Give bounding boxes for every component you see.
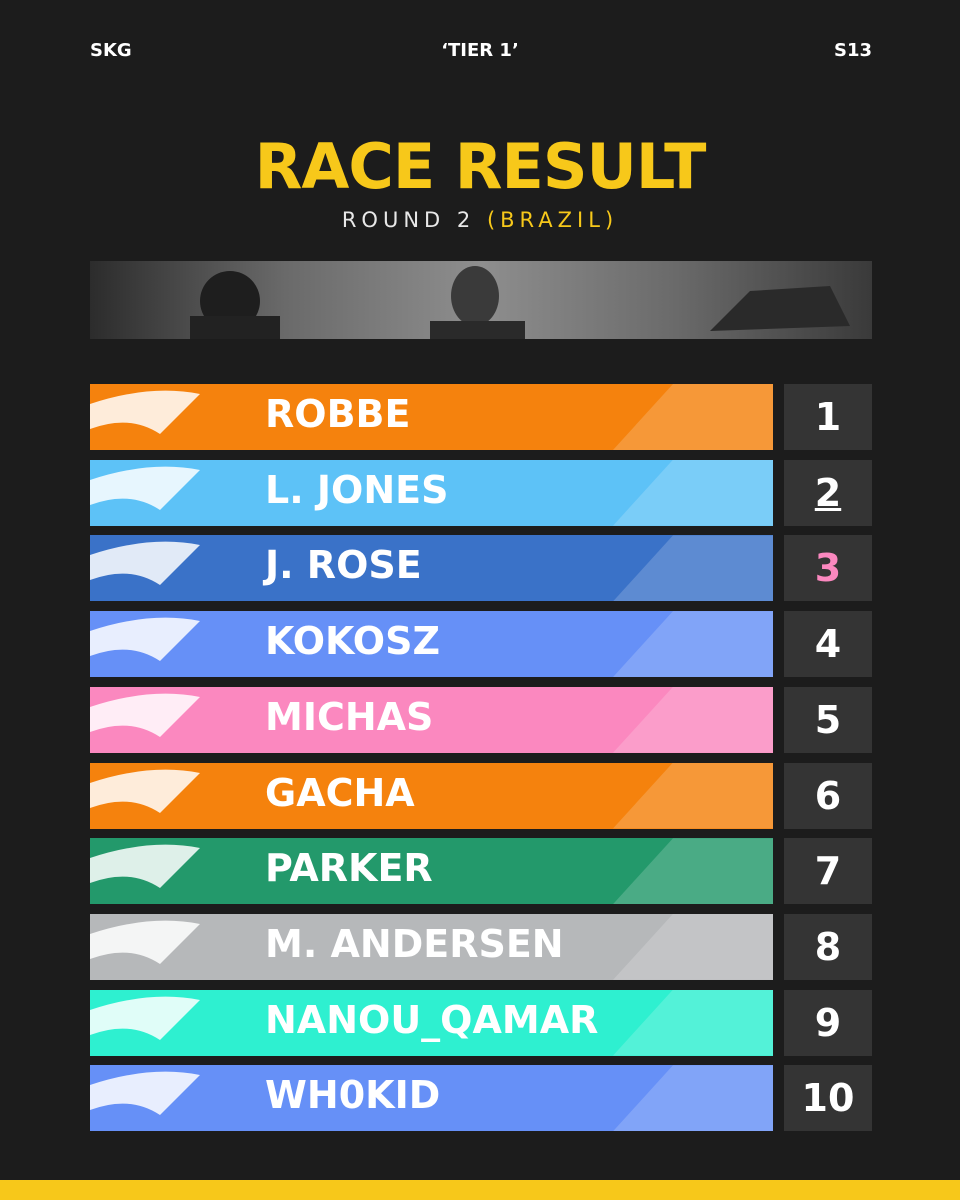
footer-bar — [0, 1180, 960, 1200]
position: 5 — [784, 686, 872, 753]
title: RACE RESULT — [254, 130, 707, 203]
team-logo — [90, 693, 200, 737]
banner-art — [190, 266, 850, 339]
result-row: PARKER — [90, 838, 773, 905]
driver-name: M. ANDERSEN — [265, 921, 564, 966]
header-center: ‘TIER 1’ — [441, 40, 519, 61]
driver-name: NANOU_QAMAR — [265, 997, 599, 1042]
position-number: 5 — [814, 697, 842, 742]
location: (BRAZIL) — [486, 208, 619, 232]
driver-name: J. ROSE — [265, 543, 422, 588]
stripe — [613, 1065, 773, 1132]
position: 4 — [784, 611, 872, 678]
driver-name: WH0KID — [265, 1073, 441, 1118]
team-logo — [90, 920, 200, 964]
team-logo — [90, 769, 200, 813]
position: 8 — [784, 913, 872, 980]
driver-name: L. JONES — [265, 467, 449, 512]
stripe — [613, 459, 773, 526]
driver-name: PARKER — [265, 846, 433, 891]
position-number: 4 — [814, 622, 842, 667]
position-number: 10 — [801, 1076, 855, 1121]
position-number: 7 — [814, 849, 842, 894]
team-logo — [90, 996, 200, 1040]
position: 9 — [784, 989, 872, 1056]
position: 7 — [784, 838, 872, 905]
photo-banner — [90, 261, 872, 339]
result-row: MICHAS — [90, 686, 773, 753]
stripe — [613, 686, 773, 753]
team-logo — [90, 844, 200, 889]
result-row: L. JONES — [90, 459, 773, 526]
stripe — [613, 384, 773, 450]
position-number: 2 — [814, 470, 842, 515]
stripe — [613, 913, 773, 980]
position-number: 8 — [814, 924, 842, 969]
header-right: S13 — [833, 40, 872, 61]
stripe — [613, 838, 773, 905]
position-number: 6 — [814, 773, 842, 818]
result-row: KOKOSZ — [90, 611, 773, 678]
team-logo — [90, 466, 200, 510]
result-row: WH0KID — [90, 1065, 773, 1132]
driver-name: KOKOSZ — [265, 619, 441, 664]
result-row: ROBBE — [90, 384, 773, 450]
stripe — [613, 762, 773, 829]
position: 3 — [784, 535, 872, 602]
result-row: NANOU_QAMAR — [90, 989, 773, 1056]
stripe — [613, 611, 773, 678]
stripe — [613, 989, 773, 1056]
subtitle: ROUND 2 (BRAZIL) — [0, 208, 960, 232]
driver-name: ROBBE — [265, 392, 411, 436]
driver-name: MICHAS — [265, 694, 434, 739]
position-number: 9 — [814, 1000, 842, 1045]
driver-name: GACHA — [265, 770, 415, 815]
position: 10 — [784, 1065, 872, 1132]
position: 1 — [784, 384, 872, 450]
result-row: J. ROSE — [90, 535, 773, 602]
team-logo — [90, 617, 200, 662]
round: ROUND 2 — [341, 208, 476, 232]
position-number: 1 — [814, 395, 842, 439]
result-row: GACHA — [90, 762, 773, 829]
team-logo — [90, 1071, 200, 1116]
team-logo — [90, 542, 200, 586]
position: 2 — [784, 459, 872, 526]
stripe — [613, 535, 773, 602]
result-row: M. ANDERSEN — [90, 913, 773, 980]
position: 6 — [784, 762, 872, 829]
team-logo — [90, 390, 200, 434]
position-number: 3 — [814, 546, 842, 591]
header-left: SKG — [90, 40, 132, 61]
